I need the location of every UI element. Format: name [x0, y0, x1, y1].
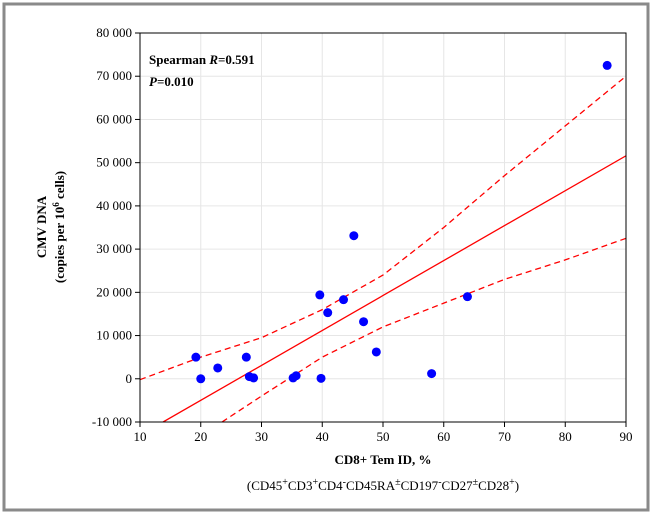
frame [2, 2, 650, 512]
text-part: CD28 [478, 478, 509, 493]
x-tick-label: 30 [255, 429, 268, 444]
point [339, 295, 349, 305]
y-axis-title: CMV DNA [34, 195, 49, 258]
x-tick-label: 70 [498, 429, 511, 444]
y-tick-label: -10 000 [92, 414, 132, 429]
x-tick-label: 80 [559, 429, 572, 444]
point [602, 60, 612, 70]
point [371, 347, 381, 357]
point [249, 373, 259, 383]
x-axis-subtitle: (CD45+CD3+CD4-CD45RA±CD197-CD27±CD28+) [247, 477, 519, 494]
text-part: R [208, 52, 218, 67]
text-part: P [149, 74, 158, 89]
y-tick-label: 20 000 [96, 284, 132, 299]
text-part: + [509, 477, 515, 488]
point [213, 363, 223, 373]
x-axis-title: CD8+ Tem ID, % [335, 452, 432, 467]
point [196, 374, 206, 384]
point [427, 369, 437, 379]
point [191, 352, 201, 362]
x-tick-label: 60 [437, 429, 450, 444]
point [349, 231, 359, 241]
point [462, 292, 472, 302]
y-tick-label: 0 [126, 371, 133, 386]
text-part: =0.010 [157, 74, 194, 89]
x-tick-label: 40 [316, 429, 329, 444]
upper-line [140, 75, 626, 381]
y-tick-label: 40 000 [96, 198, 132, 213]
text-part: CD3 [288, 478, 313, 493]
text-part: + [312, 477, 318, 488]
text-part: ± [395, 477, 401, 488]
stats-text: P=0.010 [149, 74, 194, 89]
fit-line [162, 155, 626, 422]
text-part: (CD45 [247, 478, 282, 493]
text-part: CD4 [318, 478, 343, 493]
lower-line [221, 237, 626, 422]
point [359, 317, 369, 327]
y-tick-label: 70 000 [96, 68, 132, 83]
text-part: (copies per 10 [52, 207, 67, 283]
y-tick-label: 50 000 [96, 155, 132, 170]
x-tick-label: 50 [377, 429, 390, 444]
y-tick-label: 10 000 [96, 328, 132, 343]
point [315, 290, 325, 300]
x-tick-label: 20 [194, 429, 207, 444]
y-tick-label: 80 000 [96, 25, 132, 40]
text-part: Spearman [149, 52, 209, 67]
y-tick-label: 30 000 [96, 241, 132, 256]
text-part: + [282, 477, 288, 488]
point [323, 308, 333, 318]
text-part: CD27 [442, 478, 474, 493]
x-tick-label: 90 [620, 429, 633, 444]
stats-text: Spearman R=0.591 [149, 52, 255, 67]
point [291, 371, 301, 381]
point [316, 373, 326, 383]
x-tick-label: 10 [134, 429, 147, 444]
text-part: ± [473, 477, 479, 488]
text-part: CD45RA [346, 478, 396, 493]
text-part: - [343, 477, 346, 488]
text-part: =0.591 [218, 52, 255, 67]
point [241, 352, 251, 362]
y-tick-label: 60 000 [96, 111, 132, 126]
text-part: - [438, 477, 441, 488]
text-part: 6 [51, 202, 61, 207]
text-part: cells) [52, 171, 67, 202]
text-part: CD197 [401, 478, 439, 493]
y-axis-subtitle: (copies per 106 cells) [51, 171, 67, 283]
text-part: ) [515, 478, 519, 493]
